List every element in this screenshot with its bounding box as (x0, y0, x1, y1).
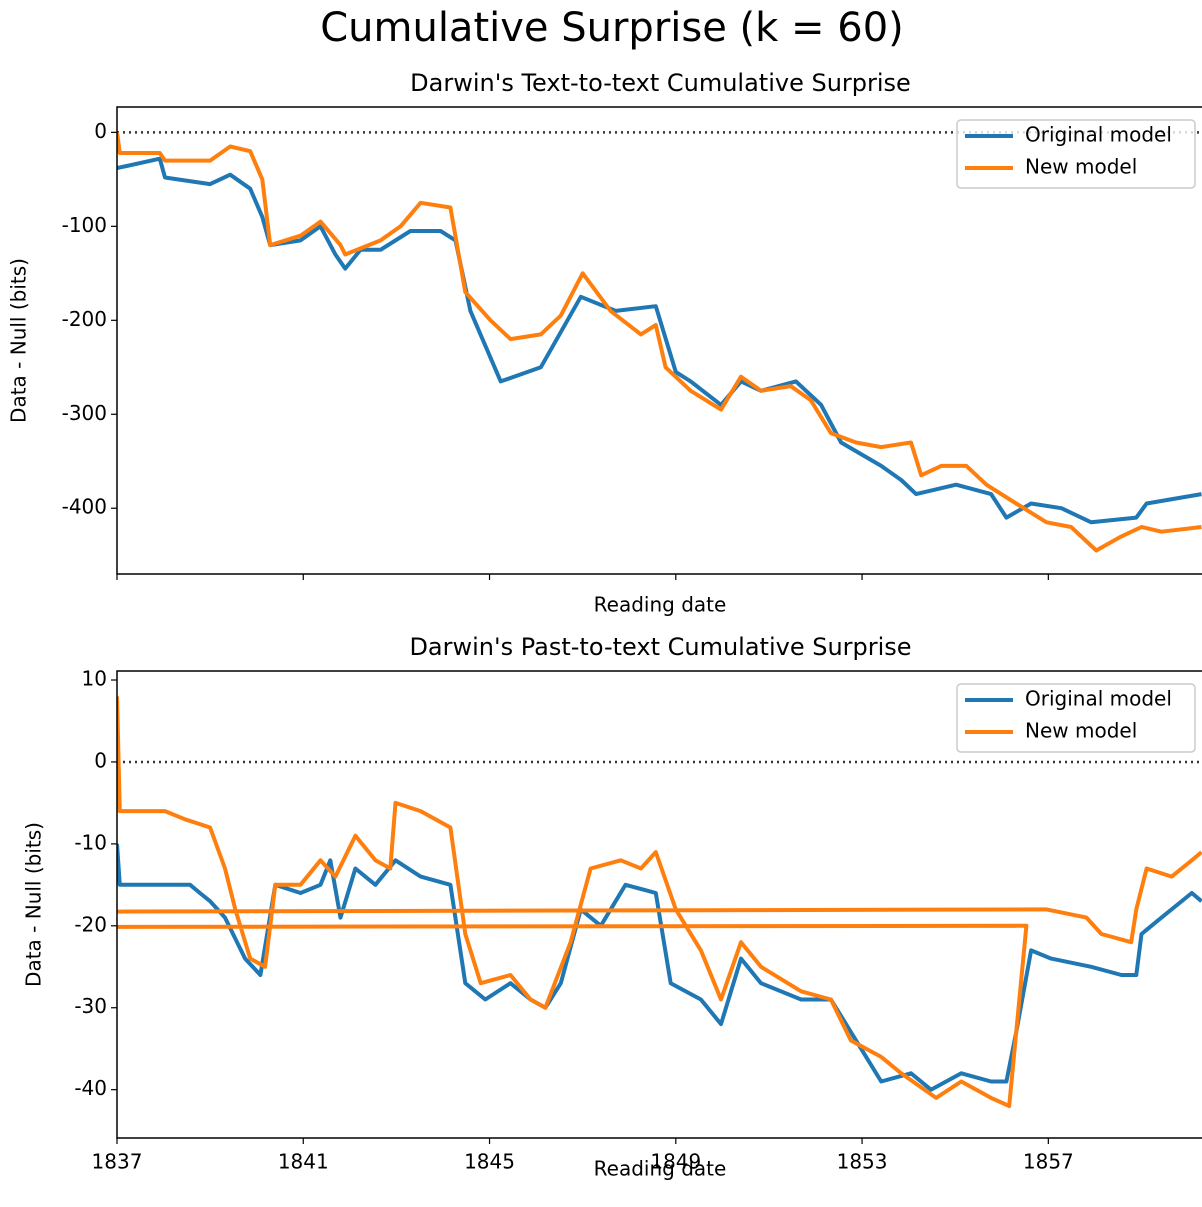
y-tick-label: -10 (74, 830, 107, 854)
figure-title: Cumulative Surprise (k = 60) (320, 5, 904, 51)
x-tick-label: 1849 (650, 1150, 701, 1174)
series-line (117, 696, 1202, 1108)
x-axis-label: Reading date (594, 593, 727, 617)
x-tick-label: 1853 (837, 1150, 888, 1174)
y-axis-label: Data - Null (bits) (22, 822, 46, 987)
y-tick-label: -400 (62, 495, 107, 519)
y-tick-label: 0 (94, 748, 107, 772)
y-tick-label: 0 (94, 119, 107, 143)
y-tick-label: 10 (82, 667, 107, 691)
legend-label: Original model (1025, 687, 1172, 711)
axes-frame (116, 106, 1202, 575)
x-tick-label: 1841 (278, 1150, 329, 1174)
y-tick-label: -100 (62, 213, 107, 237)
y-tick-label: -200 (62, 307, 107, 331)
legend-label: New model (1025, 155, 1137, 179)
y-tick-label: -20 (74, 912, 107, 936)
y-tick-label: -300 (62, 401, 107, 425)
legend-box (956, 119, 1196, 189)
legend-box (956, 683, 1196, 753)
x-tick-label: 1857 (1023, 1150, 1074, 1174)
legend-label: Original model (1025, 123, 1172, 147)
y-tick-label: -40 (74, 1076, 107, 1100)
series-line (117, 132, 1202, 553)
axes-frame (116, 670, 1202, 1139)
y-tick-label: -30 (74, 994, 107, 1018)
x-tick-label: 1845 (464, 1150, 515, 1174)
x-axis-label: Reading date (594, 1157, 727, 1181)
series-line (117, 843, 1202, 1092)
axes-title: Darwin's Past-to-text Cumulative Surpris… (409, 633, 911, 661)
legend-label: New model (1025, 719, 1137, 743)
y-axis-label: Data - Null (bits) (7, 258, 31, 423)
axes-title: Darwin's Text-to-text Cumulative Surpris… (410, 69, 911, 97)
x-tick-label: 1837 (92, 1150, 143, 1174)
